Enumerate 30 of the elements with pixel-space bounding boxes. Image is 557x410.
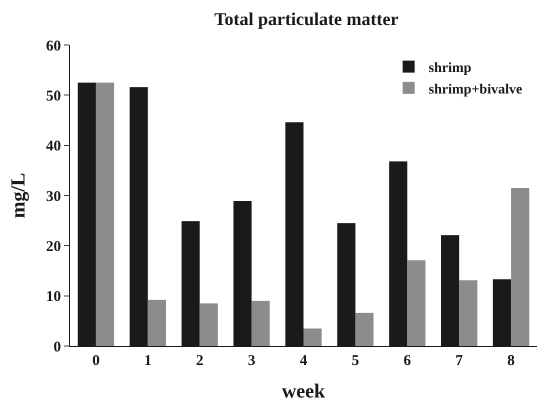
x-tick-label: 2 (196, 353, 204, 369)
y-tick-label: 60 (46, 38, 61, 54)
bar (355, 312, 374, 346)
y-tick-label: 40 (46, 138, 61, 155)
bar (252, 300, 270, 346)
bar (96, 82, 114, 346)
x-tick-label: 6 (404, 353, 412, 369)
bar (511, 188, 530, 346)
x-tick-label: 8 (507, 353, 515, 369)
x-tick-label: 5 (352, 353, 360, 369)
bar (304, 328, 322, 346)
y-tick-label: 50 (46, 88, 61, 104)
x-tick-label: 3 (248, 353, 256, 369)
x-tick-label: 4 (300, 353, 308, 369)
y-axis-title: mg/L (8, 172, 30, 218)
bar (200, 303, 218, 346)
y-tick-label: 20 (46, 238, 61, 255)
x-axis-title: week (282, 380, 326, 402)
x-tick-label: 7 (455, 353, 464, 369)
x-tick-label: 1 (144, 353, 152, 369)
bar (459, 280, 478, 346)
bar (148, 300, 166, 346)
legend-label: shrimp+bivalve (428, 82, 522, 98)
x-tick-label: 0 (92, 353, 100, 369)
legend-label: shrimp (428, 61, 472, 76)
y-tick-label: 10 (46, 289, 61, 306)
y-tick-label: 30 (46, 188, 61, 205)
y-tick-label: 0 (54, 339, 61, 356)
chart-title: Total particulate matter (214, 8, 398, 29)
bar (407, 260, 426, 346)
